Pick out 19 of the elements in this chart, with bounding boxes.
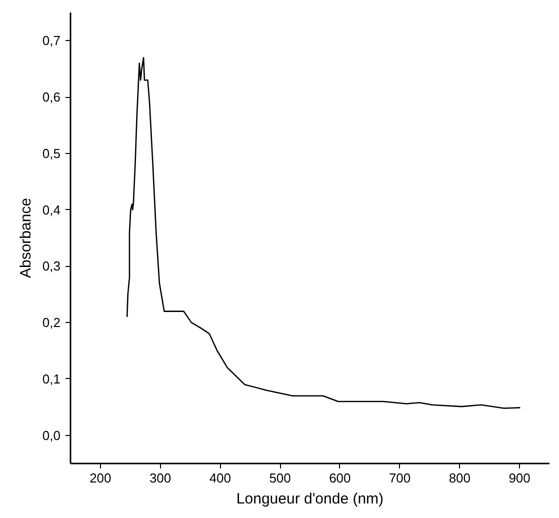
y-axis-title: Absorbance: [17, 198, 34, 278]
y-tick-label: 0,6: [42, 90, 61, 105]
x-tick-label: 700: [388, 470, 411, 486]
x-tick-label: 300: [149, 470, 172, 486]
y-tick-label: 0,2: [42, 315, 61, 330]
y-tick-label: 0,1: [42, 371, 61, 386]
x-tick-label: 800: [448, 470, 471, 486]
x-tick-label: 900: [508, 470, 530, 486]
x-tick-label: 400: [209, 470, 232, 486]
x-tick-label: 500: [269, 470, 291, 486]
x-axis-title: Longueur d'onde (nm): [236, 490, 384, 508]
x-tick-label: 600: [329, 470, 351, 486]
y-tick-label: 0,7: [42, 33, 61, 48]
line-series: [126, 56, 521, 409]
y-tick-label: 0,4: [42, 202, 61, 218]
y-tick-label: 0,0: [42, 428, 61, 443]
y-tick-label: 0,3: [42, 258, 61, 274]
x-tick-label: 200: [90, 470, 112, 486]
y-tick-label: 0,5: [42, 146, 61, 161]
